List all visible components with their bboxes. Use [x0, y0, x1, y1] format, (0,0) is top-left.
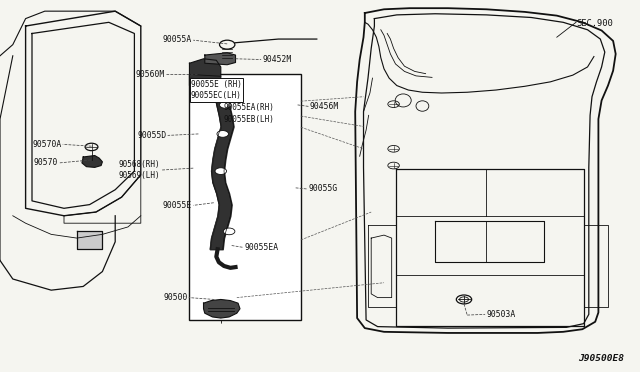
Text: 90568(RH)
90569(LH): 90568(RH) 90569(LH): [118, 160, 160, 180]
Polygon shape: [82, 155, 102, 167]
Polygon shape: [77, 231, 102, 249]
Circle shape: [223, 228, 235, 235]
Text: SEC.900: SEC.900: [577, 19, 613, 28]
Polygon shape: [189, 59, 221, 89]
Text: 90560M: 90560M: [136, 70, 165, 79]
Circle shape: [215, 168, 227, 174]
Text: 90570A: 90570A: [32, 140, 61, 149]
Polygon shape: [205, 53, 236, 65]
Text: 90503A: 90503A: [486, 310, 516, 319]
Polygon shape: [204, 299, 240, 318]
Text: 90570: 90570: [33, 158, 58, 167]
Text: 90055EA(RH)
90055EB(LH): 90055EA(RH) 90055EB(LH): [224, 103, 275, 124]
Text: 90500: 90500: [163, 293, 188, 302]
Text: 90055E (RH)
90055EC(LH): 90055E (RH) 90055EC(LH): [191, 80, 241, 100]
Text: 90055E: 90055E: [163, 201, 192, 210]
Text: J90500E8: J90500E8: [578, 354, 624, 363]
Circle shape: [217, 131, 228, 137]
Circle shape: [220, 102, 231, 108]
Text: 90055EA: 90055EA: [244, 243, 278, 252]
Text: 90055G: 90055G: [308, 185, 338, 193]
Bar: [189, 74, 301, 320]
Text: 90055A: 90055A: [163, 35, 192, 44]
Text: 90456M: 90456M: [310, 102, 339, 111]
Text: 90452M: 90452M: [262, 55, 292, 64]
Text: 90055D: 90055D: [137, 131, 166, 140]
